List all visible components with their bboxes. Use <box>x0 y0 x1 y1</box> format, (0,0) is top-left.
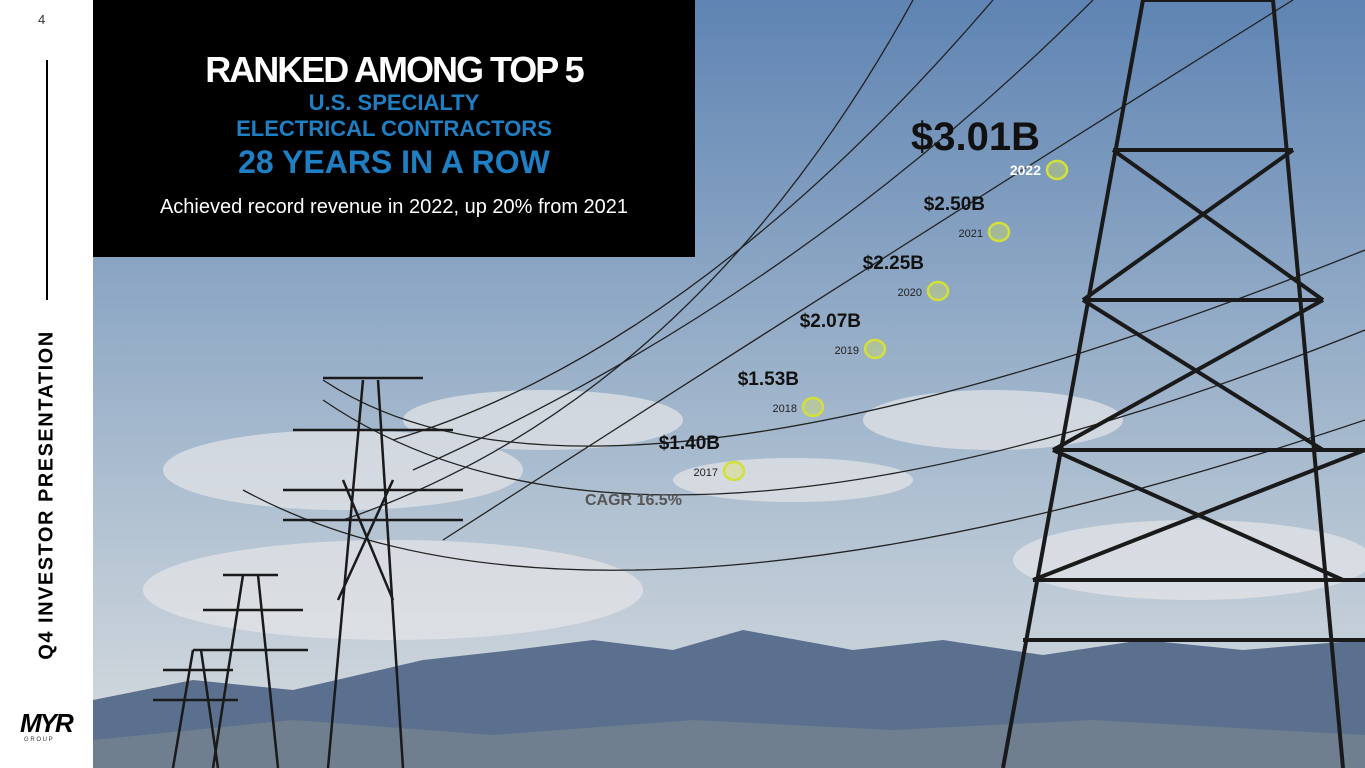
revenue-value: $1.53B <box>738 369 799 390</box>
logo: MYR <box>20 708 74 738</box>
page-number: 4 <box>38 12 46 27</box>
headline-box: RANKED AMONG TOP 5 U.S. SPECIALTY ELECTR… <box>93 0 695 257</box>
point-marker <box>863 338 887 360</box>
divider <box>46 60 48 300</box>
revenue-value: $1.40B <box>659 433 720 454</box>
subtitle: Achieved record revenue in 2022, up 20% … <box>159 196 629 218</box>
revenue-year: 2021 <box>959 228 983 240</box>
point-marker <box>722 460 746 482</box>
sidebar: 4 Q4 INVESTOR PRESENTATION MYR G R O U P <box>0 0 93 768</box>
revenue-year: 2020 <box>898 287 922 299</box>
revenue-year: 2017 <box>694 467 718 479</box>
point-marker <box>801 396 825 418</box>
headline-years: 28 YEARS IN A ROW <box>238 144 550 180</box>
revenue-value: $2.25B <box>863 253 924 274</box>
photo <box>93 0 1365 768</box>
cagr: CAGR 16.5% <box>585 492 682 509</box>
headline-sub: U.S. SPECIALTY <box>308 90 480 115</box>
point-marker <box>1045 159 1069 181</box>
point-marker <box>926 280 950 302</box>
headline: RANKED AMONG TOP 5 <box>205 49 584 90</box>
headline-sub: ELECTRICAL CONTRACTORS <box>236 116 552 141</box>
logo-sub: G R O U P <box>24 737 53 743</box>
revenue-value: $2.07B <box>800 311 861 332</box>
revenue-year: 2022 <box>1010 162 1041 178</box>
point-marker <box>987 221 1011 243</box>
revenue-year: 2019 <box>835 345 859 357</box>
revenue-value: $2.50B <box>924 194 985 215</box>
revenue-value: $3.01B <box>911 115 1040 159</box>
revenue-year: 2018 <box>773 403 797 415</box>
